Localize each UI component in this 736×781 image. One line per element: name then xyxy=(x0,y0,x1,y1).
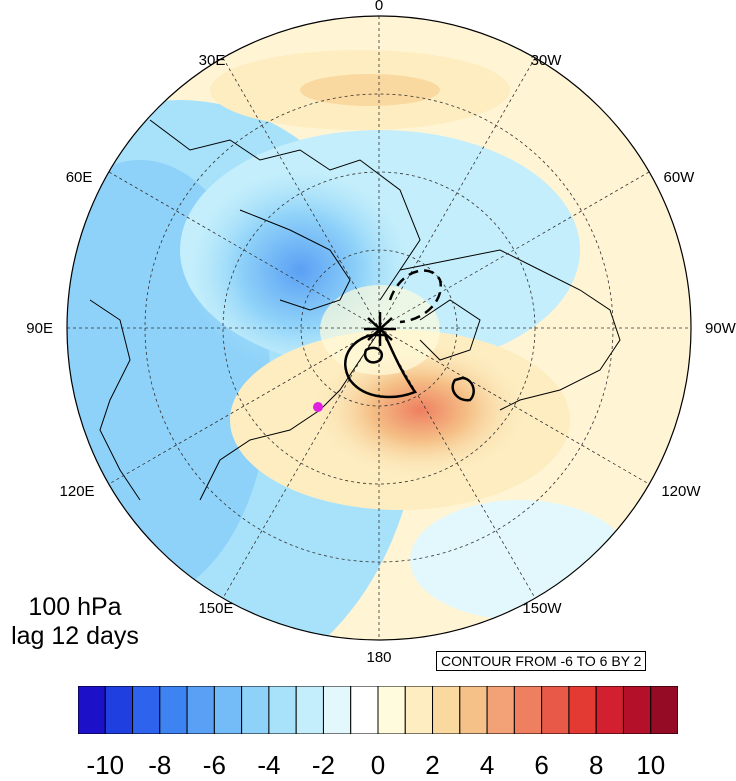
warm-band-north-core xyxy=(300,74,440,106)
colorbar-tick-label: 2 xyxy=(425,750,440,780)
contour-isolated-ring xyxy=(451,376,475,402)
contour-star-center xyxy=(364,312,396,346)
colorbar-swatch xyxy=(268,686,297,734)
colorbar-swatch xyxy=(595,686,624,734)
colorbar-swatch xyxy=(404,686,434,734)
colorbar-swatch xyxy=(486,686,515,734)
colorbar-swatch xyxy=(650,686,678,734)
colorbar-swatch xyxy=(241,686,270,734)
colorbar-tick-label: -4 xyxy=(257,750,281,780)
colorbar-swatch xyxy=(104,686,134,734)
longitude-label: 180 xyxy=(366,649,391,666)
level-label: 100 hPa xyxy=(28,593,122,621)
longitude-label: 150E xyxy=(198,600,233,617)
colorbar-tick-label: -2 xyxy=(311,750,336,780)
colorbar-swatch xyxy=(459,686,488,734)
colorbar-tick-label: -8 xyxy=(148,750,172,780)
colorbar-swatch xyxy=(132,686,161,734)
colorbar-tick-label: -10 xyxy=(86,750,125,780)
colorbar-swatch xyxy=(541,686,570,734)
longitude-label: 150W xyxy=(522,600,562,617)
colorbar-swatch xyxy=(432,686,461,734)
longitude-label: 30W xyxy=(531,52,563,69)
cool-band-southeast xyxy=(410,500,630,620)
colorbar-swatch xyxy=(159,686,188,734)
contour-info-box: CONTOUR FROM -6 TO 6 BY 2 xyxy=(436,651,647,671)
longitude-label: 60E xyxy=(66,169,93,186)
colorbar-swatch xyxy=(350,686,379,734)
colorbar xyxy=(78,686,678,734)
colorbar-swatch xyxy=(568,686,597,734)
colorbar-tick-label: 10 xyxy=(636,750,666,780)
longitude-label: 120E xyxy=(60,483,95,500)
lag-label: lag 12 days xyxy=(11,622,139,650)
colorbar-swatch xyxy=(78,686,106,734)
colorbar-tick-label: 6 xyxy=(534,750,549,780)
colorbar-tick-label: -6 xyxy=(202,750,226,780)
contour-lines xyxy=(344,269,475,402)
colorbar-swatch xyxy=(513,686,543,734)
contour-positive-lobe xyxy=(344,333,417,399)
colorbar-tick-label: 0 xyxy=(370,750,386,780)
contour-small-ring xyxy=(363,346,383,364)
colorbar-swatch xyxy=(186,686,215,734)
location-marker xyxy=(313,402,323,412)
longitude-label: 90E xyxy=(26,320,53,337)
colorbar-swatch xyxy=(622,686,652,734)
longitude-label: 90W xyxy=(705,320,736,337)
coastlines xyxy=(89,119,621,501)
colorbar-swatch xyxy=(322,686,352,734)
contour-negative-dashed xyxy=(388,269,443,324)
longitude-labels: 0 30W 60W 90W 120W 150W 180 150E 120E 90E 60E 30E xyxy=(26,0,736,666)
colorbar-tick-label: 4 xyxy=(479,750,495,780)
longitude-label: 60W xyxy=(664,169,696,186)
longitude-label: 30E xyxy=(199,52,226,69)
colorbar-swatch xyxy=(377,686,406,734)
longitude-label: 120W xyxy=(661,483,701,500)
colorbar-labels: -10 -8 -6 -4 -2 0 2 4 6 8 10 xyxy=(0,750,736,780)
warm-center xyxy=(310,340,530,480)
colorbar-swatch xyxy=(213,686,243,734)
map-boundary xyxy=(66,15,692,641)
colorbar-tick-label: 8 xyxy=(588,750,604,780)
longitude-label: 0 xyxy=(375,0,383,14)
colorbar-swatch xyxy=(295,686,324,734)
